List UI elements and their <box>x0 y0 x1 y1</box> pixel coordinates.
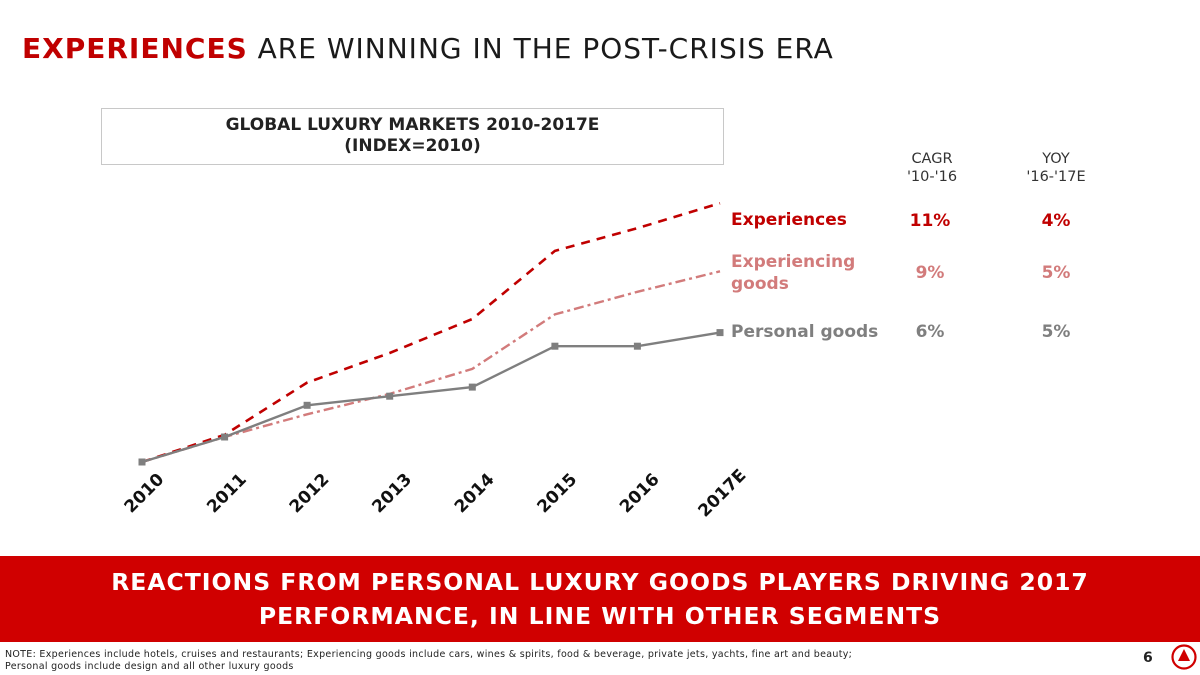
cagr-header-line2: '10-'16 <box>906 169 958 185</box>
footnote-line1: NOTE: Experiences include hotels, cruise… <box>5 649 853 660</box>
yoy-value-experiencing-goods: 5% <box>1041 263 1071 283</box>
footnote-line2: Personal goods include design and all ot… <box>5 661 294 672</box>
x-tick-label-2014: 2014 <box>451 470 499 518</box>
yoy-header: YOY '16-'17E <box>1006 150 1106 186</box>
line-chart: 2010 2011 2012 2013 2014 2015 2016 2017E <box>121 201 751 522</box>
data-point-personal-goods-2015 <box>551 342 559 350</box>
data-point-personal-goods-2017E <box>716 329 724 337</box>
yoy-value-personal-goods: 5% <box>1041 322 1071 342</box>
banner-line1: REACTIONS FROM PERSONAL LUXURY GOODS PLA… <box>111 568 1089 596</box>
x-tick-label-2017E: 2017E <box>695 466 751 522</box>
chart-title-line2: (INDEX=2010) <box>344 136 481 156</box>
chart-title-box: GLOBAL LUXURY MARKETS 2010-2017E (INDEX=… <box>101 108 724 165</box>
cagr-value-experiences: 11% <box>909 211 951 231</box>
x-tick-label-2012: 2012 <box>286 470 334 518</box>
chart-title-line1: GLOBAL LUXURY MARKETS 2010-2017E <box>225 115 600 135</box>
yoy-header-line1: YOY <box>1042 151 1070 167</box>
x-tick-label-2013: 2013 <box>368 470 416 518</box>
data-point-personal-goods-2016 <box>633 342 641 350</box>
cagr-header: CAGR '10-'16 <box>882 150 982 186</box>
page-number: 6 <box>1143 650 1153 666</box>
yoy-header-line2: '16-'17E <box>1026 169 1086 185</box>
data-point-personal-goods-2010 <box>138 458 146 466</box>
series-line-experiences <box>141 201 721 464</box>
slide-title-rest: ARE WINNING IN THE POST-CRISIS ERA <box>247 32 834 65</box>
x-tick-label-2016: 2016 <box>616 470 664 518</box>
x-tick-label-2010: 2010 <box>121 470 169 518</box>
x-tick-label-2015: 2015 <box>534 470 582 518</box>
slide-title: EXPERIENCES ARE WINNING IN THE POST-CRIS… <box>22 32 834 65</box>
data-point-personal-goods-2011 <box>221 433 229 441</box>
conclusion-banner: REACTIONS FROM PERSONAL LUXURY GOODS PLA… <box>0 556 1200 642</box>
banner-line2: PERFORMANCE, IN LINE WITH OTHER SEGMENTS <box>258 602 942 630</box>
x-tick-label-2011: 2011 <box>203 470 251 518</box>
cagr-header-line1: CAGR <box>911 151 953 167</box>
series-label-experiences: Experiences <box>731 210 847 230</box>
series-line-experiencing-goods <box>141 270 721 464</box>
cagr-value-experiencing-goods: 9% <box>915 263 945 283</box>
footnote: NOTE: Experiences include hotels, cruise… <box>5 649 1085 673</box>
series-line-personal-goods <box>141 331 721 464</box>
logo-icon <box>1171 644 1197 670</box>
data-point-personal-goods-2014 <box>468 383 476 391</box>
data-point-personal-goods-2013 <box>386 392 394 400</box>
series-label-experiencing-goods: Experiencing goods <box>731 252 856 294</box>
cagr-value-personal-goods: 6% <box>915 322 945 342</box>
yoy-value-experiences: 4% <box>1041 211 1071 231</box>
series-label-personal-goods: Personal goods <box>731 322 879 342</box>
slide-title-accent: EXPERIENCES <box>22 32 248 65</box>
data-point-personal-goods-2012 <box>303 401 311 409</box>
